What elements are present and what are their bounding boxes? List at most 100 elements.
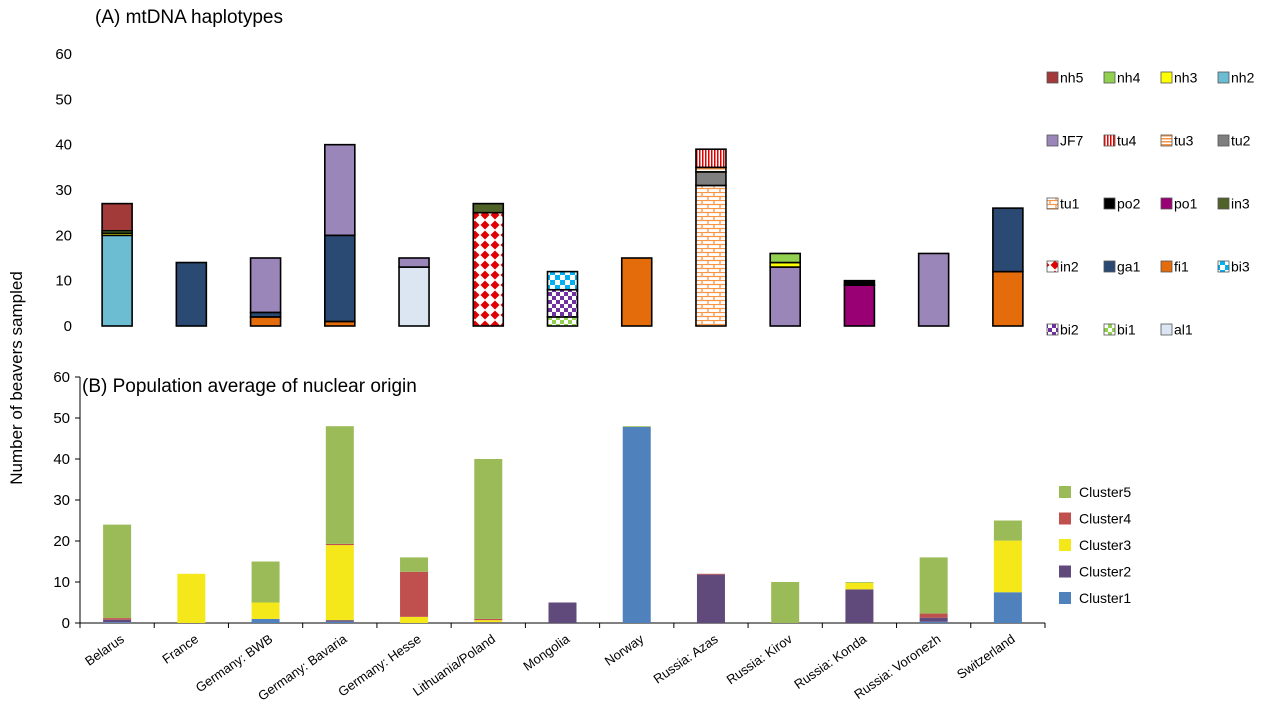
a-bar-russia-kirov-jf7 <box>769 266 801 327</box>
a-legend-swatch-al1 <box>1160 323 1173 336</box>
a-legend-label-tu4: tu4 <box>1117 133 1137 149</box>
a-legend-label-bi2: bi2 <box>1060 322 1079 338</box>
b-bar-switzerland-cluster1 <box>993 592 1022 623</box>
a-bar-germany-bavaria-jf7 <box>324 143 356 237</box>
b-x-tick-label-lithuania-poland: Lithuania/Poland <box>410 631 498 699</box>
a-legend-label-po1: po1 <box>1174 196 1198 212</box>
a-bar-belarus-nh5 <box>101 202 133 232</box>
b-legend-label-cluster4: Cluster4 <box>1079 511 1131 527</box>
a-bar-belarus-nh2 <box>101 234 133 327</box>
a-bar-russia-voronezh-jf7 <box>917 252 950 327</box>
b-bar-norway-cluster1 <box>622 427 651 623</box>
b-bar-mongolia-cluster2 <box>548 602 577 623</box>
b-bar-russia-voronezh-cluster2 <box>919 617 948 622</box>
a-bar-lithuania-poland-in3 <box>472 202 505 214</box>
a-bar-germany-bwb-fi1 <box>249 316 282 327</box>
a-legend-swatch-in3 <box>1217 197 1230 210</box>
b-legend-swatch-cluster4 <box>1059 512 1071 525</box>
a-bar-germany-hesse-al1 <box>398 266 430 327</box>
b-bar-lithuania-poland-cluster2 <box>474 622 503 623</box>
b-bar-germany-bavaria-cluster5 <box>325 426 354 544</box>
b-x-tick-label-switzerland: Switzerland <box>954 631 1018 682</box>
a-bar-switzerland-fi1 <box>992 270 1024 327</box>
b-bar-belarus-cluster5 <box>103 524 132 619</box>
a-y-tick-label: 60 <box>55 46 72 63</box>
b-legend-label-cluster5: Cluster5 <box>1079 484 1131 500</box>
b-legend-swatch-cluster2 <box>1059 565 1071 578</box>
b-bar-russia-kirov-cluster5 <box>771 582 800 623</box>
b-x-tick-label-russia-konda: Russia: Konda <box>791 631 869 692</box>
b-bar-germany-bavaria-cluster4 <box>325 543 354 546</box>
b-y-tick-label: 10 <box>53 574 70 591</box>
a-y-tick-label: 0 <box>64 318 72 335</box>
a-legend-label-nh2: nh2 <box>1231 70 1255 86</box>
b-bar-lithuania-poland-cluster3 <box>474 620 503 623</box>
b-bar-russia-konda-cluster5 <box>845 582 874 583</box>
b-bar-germany-bwb-cluster5 <box>251 561 280 603</box>
a-legend-swatch-nh2 <box>1217 71 1230 84</box>
a-bar-norway-fi1 <box>620 257 653 327</box>
b-x-tick-label-germany-hesse: Germany: Hesse <box>335 631 424 699</box>
a-legend-label-in3: in3 <box>1231 196 1250 212</box>
a-y-tick-label: 10 <box>55 273 72 290</box>
a-legend-label-nh4: nh4 <box>1117 70 1141 86</box>
b-y-tick-label: 50 <box>53 410 70 427</box>
b-bar-germany-hesse-cluster3 <box>400 616 429 623</box>
b-bar-germany-hesse-cluster4 <box>400 571 429 617</box>
a-bar-lithuania-poland-in2 <box>472 211 505 327</box>
a-legend-swatch-ga1 <box>1103 260 1116 273</box>
b-bar-russia-voronezh-cluster5 <box>919 557 948 614</box>
a-bar-russia-azas-tu2 <box>695 171 727 187</box>
a-y-tick-label: 40 <box>55 137 72 154</box>
a-bar-russia-konda-po2 <box>843 279 876 286</box>
b-legend-label-cluster1: Cluster1 <box>1079 590 1131 606</box>
a-legend-swatch-fi1 <box>1160 260 1173 273</box>
a-legend-swatch-in2 <box>1046 260 1059 273</box>
b-legend-label-cluster3: Cluster3 <box>1079 537 1131 553</box>
a-legend-label-bi3: bi3 <box>1231 259 1250 275</box>
a-bar-switzerland-ga1 <box>992 207 1024 273</box>
a-legend-swatch-po1 <box>1160 197 1173 210</box>
chart-b-title: (B) Population average of nuclear origin <box>82 376 417 397</box>
a-legend-label-in2: in2 <box>1060 259 1079 275</box>
b-legend-swatch-cluster5 <box>1059 486 1071 498</box>
b-legend-swatch-cluster3 <box>1059 539 1071 551</box>
b-x-tick-label-france: France <box>159 631 201 666</box>
b-bar-belarus-cluster1 <box>103 622 132 623</box>
a-legend-swatch-bi2 <box>1046 323 1059 336</box>
b-bar-belarus-cluster2 <box>103 619 132 623</box>
b-y-tick-label: 40 <box>53 451 70 468</box>
y-axis-label: Number of beavers sampled <box>7 271 26 485</box>
a-legend-label-tu1: tu1 <box>1060 196 1080 212</box>
b-bar-germany-bavaria-cluster2 <box>325 620 354 622</box>
a-legend-swatch-po2 <box>1103 197 1116 210</box>
a-legend-label-ga1: ga1 <box>1117 259 1141 275</box>
a-bar-mongolia-bi1 <box>546 316 579 327</box>
a-legend-label-nh3: nh3 <box>1174 70 1198 86</box>
a-y-tick-label: 20 <box>55 227 72 244</box>
b-bar-belarus-cluster4 <box>103 618 132 620</box>
b-bar-germany-bwb-cluster1 <box>251 618 280 623</box>
a-bar-mongolia-bi3 <box>546 270 579 291</box>
b-x-tick-label-russia-kirov: Russia: Kirov <box>724 631 796 687</box>
a-bar-germany-hesse-jf7 <box>398 257 430 268</box>
b-y-tick-label: 20 <box>53 533 70 550</box>
a-legend-swatch-nh5 <box>1046 71 1059 84</box>
b-x-tick-label-mongolia: Mongolia <box>520 631 572 674</box>
a-bar-russia-azas-tu4 <box>695 148 727 169</box>
a-bar-russia-kirov-nh4 <box>769 252 801 264</box>
b-y-tick-label: 30 <box>53 492 70 509</box>
b-bar-russia-voronezh-cluster4 <box>919 613 948 618</box>
a-y-tick-label: 50 <box>55 91 72 108</box>
a-legend-swatch-tu3 <box>1160 134 1173 147</box>
chart-a-plot: 0 10 20 30 40 50 60 <box>55 46 1024 335</box>
a-legend-label-tu2: tu2 <box>1231 133 1251 149</box>
b-y-tick-label: 0 <box>62 615 70 632</box>
a-legend-swatch-nh4 <box>1103 71 1116 84</box>
b-x-tick-label-belarus: Belarus <box>82 631 127 669</box>
b-bar-germany-bavaria-cluster1 <box>325 621 354 623</box>
a-bar-france-ga1 <box>175 261 208 327</box>
a-legend-swatch-tu2 <box>1217 134 1230 147</box>
a-bar-russia-konda-po1 <box>843 284 876 327</box>
